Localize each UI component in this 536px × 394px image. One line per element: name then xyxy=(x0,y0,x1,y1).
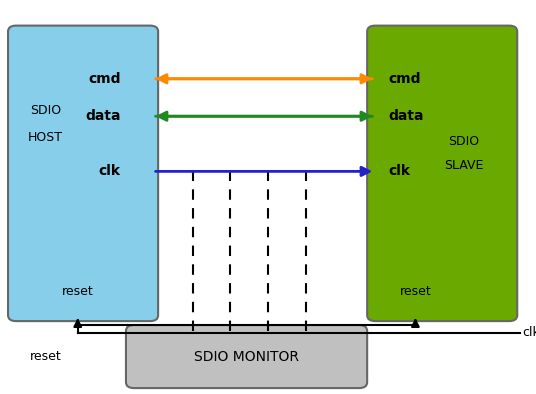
Text: data: data xyxy=(389,109,424,123)
Text: clk: clk xyxy=(389,164,411,178)
Text: clk: clk xyxy=(523,327,536,339)
Text: reset: reset xyxy=(62,285,94,298)
Text: SDIO MONITOR: SDIO MONITOR xyxy=(194,349,299,364)
Text: cmd: cmd xyxy=(389,72,421,86)
Text: SDIO: SDIO xyxy=(30,104,61,117)
FancyBboxPatch shape xyxy=(367,26,517,321)
Text: data: data xyxy=(85,109,121,123)
Text: HOST: HOST xyxy=(28,132,63,144)
FancyBboxPatch shape xyxy=(126,325,367,388)
FancyBboxPatch shape xyxy=(8,26,158,321)
Text: reset: reset xyxy=(399,285,431,298)
Text: cmd: cmd xyxy=(88,72,121,86)
Text: SDIO: SDIO xyxy=(448,136,479,148)
Text: SLAVE: SLAVE xyxy=(444,159,483,172)
Text: clk: clk xyxy=(99,164,121,178)
Text: reset: reset xyxy=(29,350,62,363)
